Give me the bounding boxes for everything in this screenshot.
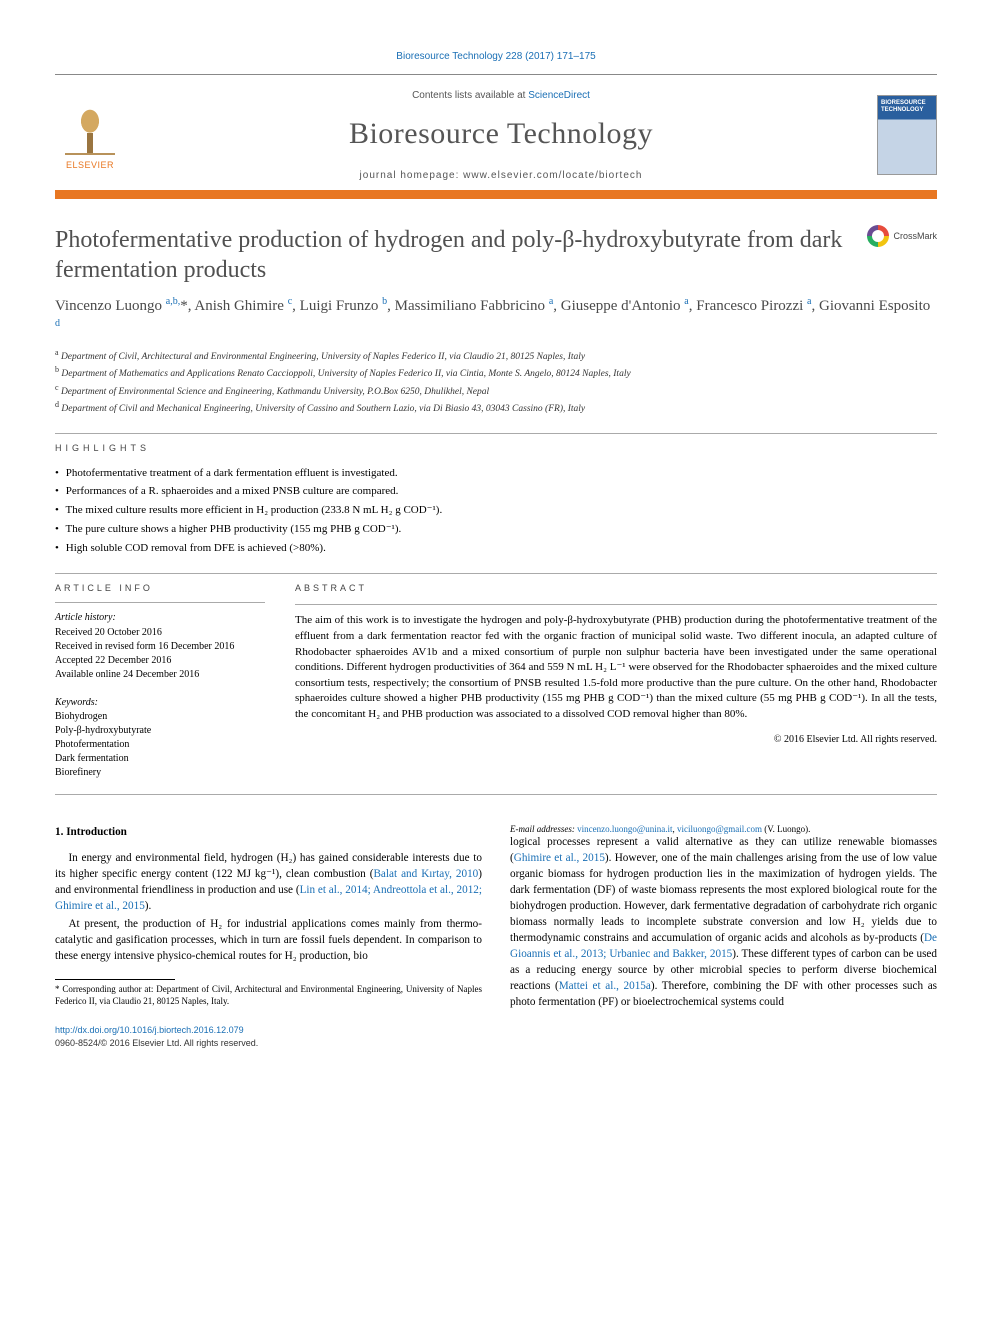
journal-cover-thumbnail: BIORESOURCE TECHNOLOGY	[877, 95, 937, 175]
contents-available-line: Contents lists available at ScienceDirec…	[140, 89, 862, 103]
crossmark-label: CrossMark	[893, 230, 937, 242]
journal-cover-label: BIORESOURCE TECHNOLOGY	[881, 100, 933, 113]
article-info-column: article info Article history: Received 2…	[55, 582, 265, 780]
affiliation-line: a Department of Civil, Architectural and…	[55, 347, 937, 364]
highlights-top-rule	[55, 433, 937, 434]
keyword-line: Biorefinery	[55, 766, 265, 780]
footer-block: http://dx.doi.org/10.1016/j.biortech.201…	[55, 1024, 937, 1048]
highlights-label: highlights	[55, 442, 937, 454]
abstract-copyright: © 2016 Elsevier Ltd. All rights reserved…	[295, 733, 937, 747]
intro-p1-post: ).	[145, 900, 152, 912]
history-line: Received 20 October 2016	[55, 626, 265, 640]
abstract-rule	[295, 604, 937, 605]
doi-prefix: http://dx.doi.org/	[55, 1025, 120, 1035]
page-container: Bioresource Technology 228 (2017) 171–17…	[0, 0, 992, 1089]
highlight-item: • High soluble COD removal from DFE is a…	[55, 539, 937, 558]
elsevier-tree-icon	[65, 100, 115, 155]
keyword-line: Poly-β-hydroxybutyrate	[55, 724, 265, 738]
abstract-label: abstract	[295, 582, 937, 594]
keyword-line: Biohydrogen	[55, 710, 265, 724]
author-email-link[interactable]: viciluongo@gmail.com	[677, 824, 762, 834]
orange-divider-bar	[55, 190, 937, 199]
header-center: Contents lists available at ScienceDirec…	[140, 89, 862, 183]
affiliation-line: c Department of Environmental Science an…	[55, 382, 937, 399]
keyword-line: Photofermentation	[55, 738, 265, 752]
intro-paragraph-2: At present, the production of H₂ for ind…	[55, 917, 482, 965]
sciencedirect-link[interactable]: ScienceDirect	[528, 90, 590, 101]
affiliation-line: b Department of Mathematics and Applicat…	[55, 364, 937, 381]
affiliations-block: a Department of Civil, Architectural and…	[55, 347, 937, 417]
highlight-item: • The mixed culture results more efficie…	[55, 501, 937, 520]
abstract-bottom-rule	[55, 794, 937, 795]
article-history-heading: Article history:	[55, 611, 265, 625]
highlights-list: • Photofermentative treatment of a dark …	[55, 464, 937, 557]
citation-link[interactable]: Mattei et al., 2015a	[559, 980, 651, 992]
highlight-item: • Photofermentative treatment of a dark …	[55, 464, 937, 483]
body-two-columns: 1. Introduction In energy and environmen…	[55, 823, 937, 1010]
corresponding-author-note: * Corresponding author at: Department of…	[55, 983, 482, 1007]
intro-p3-mid1: ). However, one of the main challenges a…	[510, 852, 937, 944]
journal-homepage-line: journal homepage: www.elsevier.com/locat…	[140, 169, 862, 183]
intro-heading: 1. Introduction	[55, 825, 482, 841]
abstract-column: abstract The aim of this work is to inve…	[295, 582, 937, 780]
title-row: Photofermentative production of hydrogen…	[55, 225, 937, 285]
authors-list: Vincenzo Luongo a,b,*, Anish Ghimire c, …	[55, 295, 937, 339]
email-suffix: (V. Luongo).	[762, 824, 810, 834]
keyword-line: Dark fermentation	[55, 752, 265, 766]
citation-link[interactable]: Ghimire et al., 2015	[514, 852, 605, 864]
top-citation: Bioresource Technology 228 (2017) 171–17…	[55, 50, 937, 64]
highlights-bottom-rule	[55, 573, 937, 574]
journal-header: ELSEVIER Contents lists available at Sci…	[55, 74, 937, 200]
doi-link[interactable]: http://dx.doi.org/10.1016/j.biortech.201…	[55, 1025, 244, 1035]
crossmark-icon	[867, 225, 889, 247]
email-line: E-mail addresses: vincenzo.luongo@unina.…	[510, 823, 937, 835]
citation-link[interactable]: Balat and Kırtay, 2010	[373, 868, 478, 880]
intro-paragraph-3: logical processes represent a valid alte…	[510, 835, 937, 1010]
history-line: Available online 24 December 2016	[55, 668, 265, 682]
issn-copyright-line: 0960-8524/© 2016 Elsevier Ltd. All right…	[55, 1037, 937, 1049]
article-info-label: article info	[55, 582, 265, 594]
header-content: ELSEVIER Contents lists available at Sci…	[55, 81, 937, 191]
email-label: E-mail addresses:	[510, 824, 577, 834]
article-history-lines: Received 20 October 2016Received in revi…	[55, 626, 265, 682]
keywords-lines: BiohydrogenPoly-β-hydroxybutyratePhotofe…	[55, 710, 265, 780]
article-info-rule	[55, 602, 265, 603]
footnote-rule	[55, 979, 175, 980]
crossmark-badge[interactable]: CrossMark	[867, 225, 937, 247]
author-email-link[interactable]: vincenzo.luongo@unina.it	[577, 824, 672, 834]
affiliation-line: d Department of Civil and Mechanical Eng…	[55, 399, 937, 416]
article-title: Photofermentative production of hydrogen…	[55, 225, 849, 285]
journal-homepage-link[interactable]: www.elsevier.com/locate/biortech	[463, 170, 642, 181]
contents-prefix: Contents lists available at	[412, 90, 528, 101]
intro-paragraph-1: In energy and environmental field, hydro…	[55, 851, 482, 915]
elsevier-logo: ELSEVIER	[55, 95, 125, 175]
journal-name: Bioresource Technology	[140, 114, 862, 155]
keywords-heading: Keywords:	[55, 696, 265, 710]
info-abstract-row: article info Article history: Received 2…	[55, 582, 937, 780]
history-line: Accepted 22 December 2016	[55, 654, 265, 668]
homepage-label: journal homepage:	[360, 170, 464, 181]
doi-line: http://dx.doi.org/10.1016/j.biortech.201…	[55, 1024, 937, 1036]
doi-value: 10.1016/j.biortech.2016.12.079	[120, 1025, 244, 1035]
history-line: Received in revised form 16 December 201…	[55, 640, 265, 654]
highlight-item: • The pure culture shows a higher PHB pr…	[55, 520, 937, 539]
highlight-item: • Performances of a R. sphaeroides and a…	[55, 482, 937, 501]
elsevier-label: ELSEVIER	[66, 159, 114, 171]
abstract-text: The aim of this work is to investigate t…	[295, 613, 937, 722]
